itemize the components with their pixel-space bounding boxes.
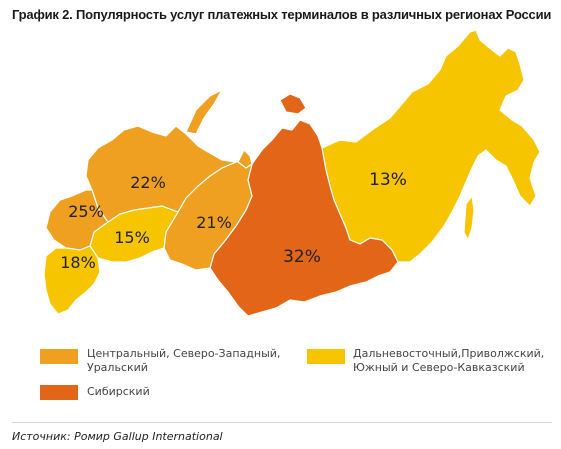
legend-label-fareast-volga-south: Дальневосточный,Приволжский, Южный и Сев… [353, 347, 544, 375]
label-north-west: 22% [130, 173, 166, 192]
legend-label-fareast-volga-south-line2: Южный и Северо-Кавказский [353, 361, 525, 374]
chart-title: График 2. Популярность услуг платежных т… [12, 7, 552, 22]
legend-swatch-siberian [40, 385, 78, 400]
russia-map: 22% 25% 15% 18% 21% 32% 13% [43, 29, 541, 317]
legend-swatch-central-nw-ural [40, 349, 78, 364]
region-far-east [321, 29, 541, 263]
region-south [43, 245, 101, 315]
label-south: 18% [60, 253, 96, 272]
legend-label-central-nw-ural: Центральный, Северо-Западный, Уральский [87, 347, 280, 375]
region-north-west-island [185, 89, 223, 135]
label-far-east: 13% [369, 170, 407, 190]
label-ural: 21% [196, 213, 232, 232]
legend-label-siberian: Сибирский [87, 385, 150, 399]
label-volga: 15% [114, 228, 150, 247]
region-ural-peninsula [237, 149, 253, 169]
legend-label-siberian-line1: Сибирский [87, 385, 150, 398]
label-siberian: 32% [283, 247, 321, 267]
region-central [45, 189, 109, 251]
legend-label-fareast-volga-south-line1: Дальневосточный,Приволжский, [353, 347, 545, 360]
region-siberian-island [279, 93, 307, 115]
legend-swatch-fareast-volga-south [307, 349, 345, 364]
legend-label-central-nw-ural-line1: Центральный, Северо-Западный, [87, 347, 281, 360]
legend-label-central-nw-ural-line2: Уральский [87, 361, 148, 374]
label-central: 25% [68, 202, 104, 221]
source-divider [12, 422, 552, 423]
region-north-west [85, 125, 237, 223]
source-note: Источник: Ромир Gallup International [12, 430, 223, 443]
region-far-east-sakhalin [463, 195, 475, 241]
